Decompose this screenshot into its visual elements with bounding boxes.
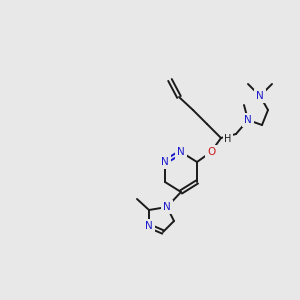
Text: O: O	[207, 147, 215, 157]
Text: N: N	[177, 147, 185, 157]
Text: N: N	[161, 157, 169, 167]
Text: N: N	[145, 221, 153, 231]
Text: N: N	[244, 115, 252, 125]
Text: N: N	[163, 202, 171, 212]
Text: H: H	[224, 134, 232, 144]
Text: N: N	[256, 91, 264, 101]
